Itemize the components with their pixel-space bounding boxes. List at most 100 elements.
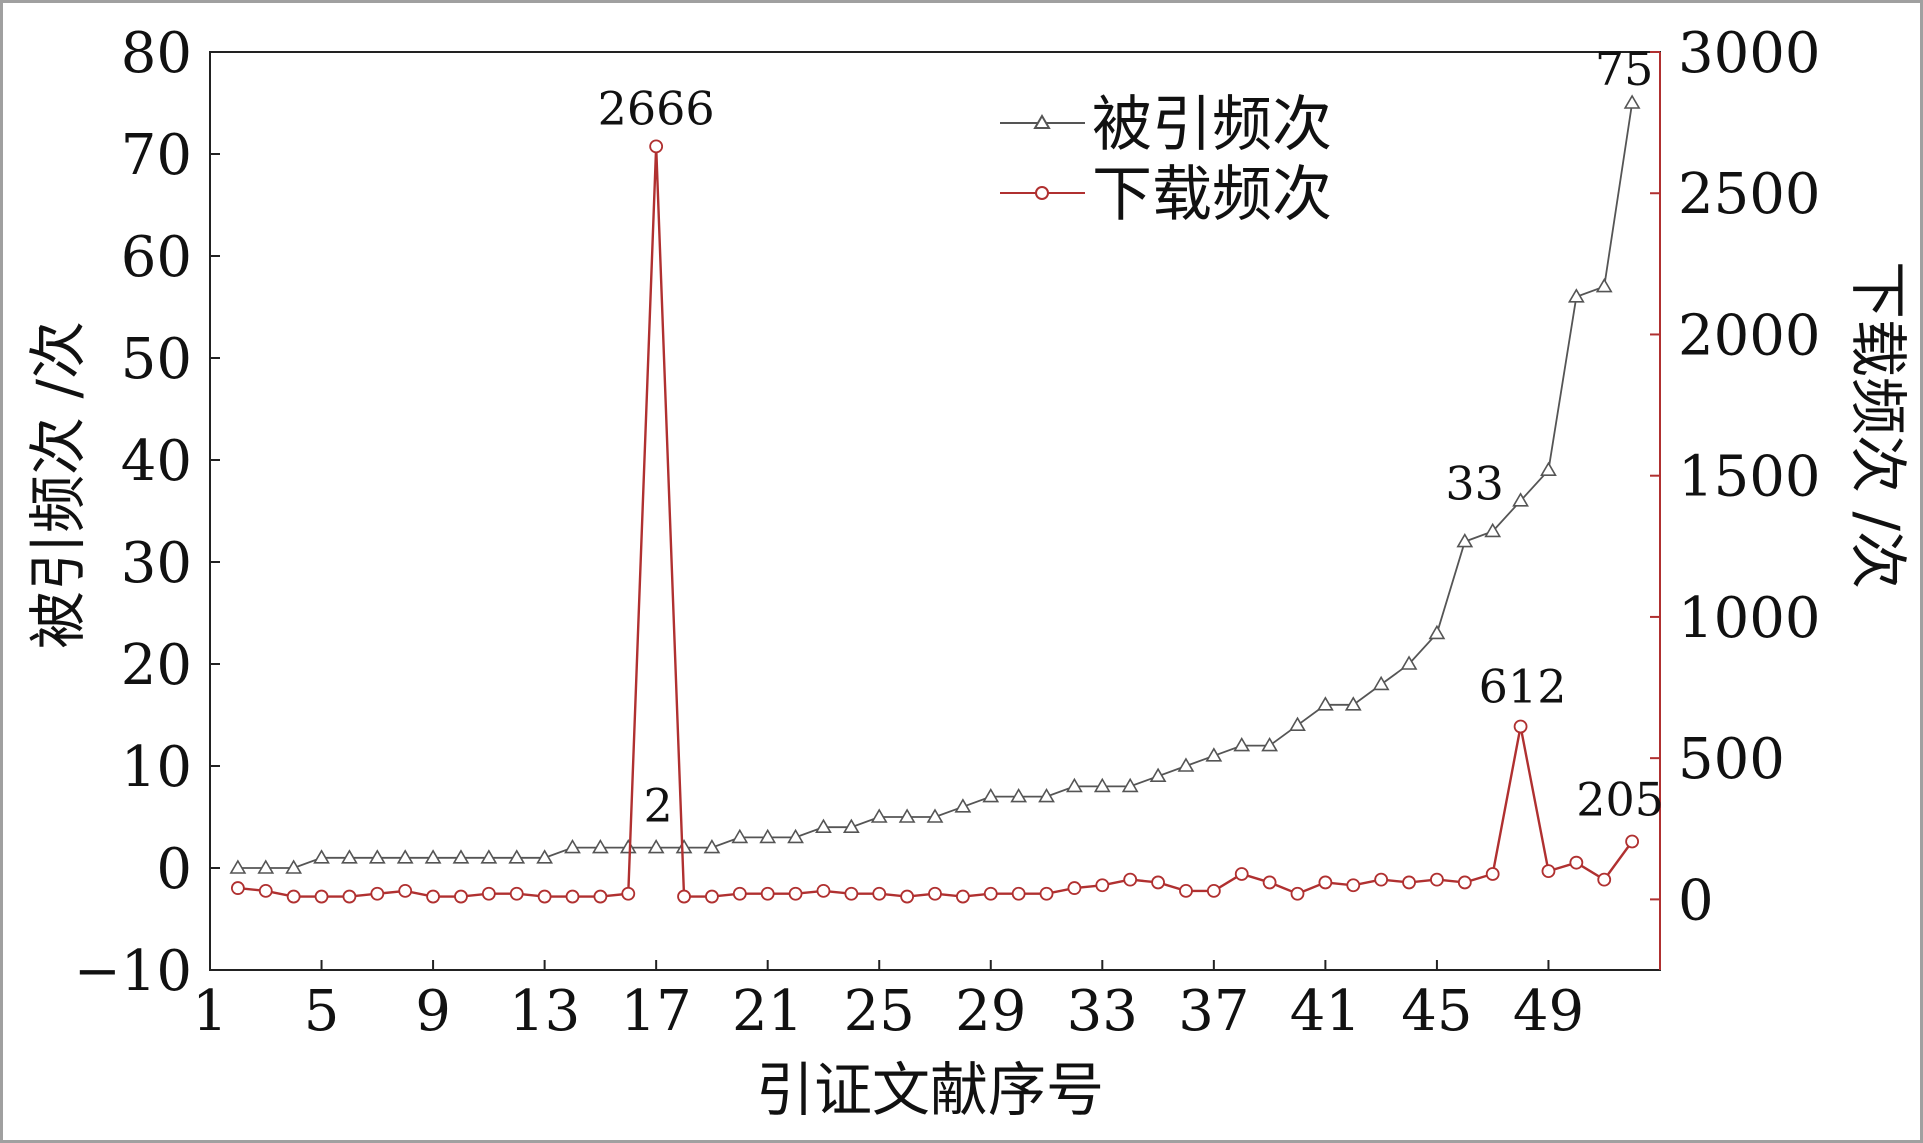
data-point-triangle xyxy=(1093,777,1111,793)
x-tick-label: 5 xyxy=(304,979,340,1044)
right-y-tick-label: 1500 xyxy=(1678,445,1821,510)
data-point-circle xyxy=(1513,719,1528,734)
data-point-triangle xyxy=(787,828,804,844)
data-point-circle xyxy=(1179,884,1193,898)
data-point-triangle xyxy=(424,849,442,864)
series-layer xyxy=(229,94,1641,904)
data-point-triangle xyxy=(1456,533,1474,548)
data-point-triangle xyxy=(508,849,526,864)
data-point-triangle xyxy=(1289,716,1306,732)
data-point-circle xyxy=(454,889,468,904)
data-point-circle xyxy=(230,881,245,895)
data-point-triangle xyxy=(285,859,303,874)
left-y-tick-label: 50 xyxy=(121,327,192,392)
data-point-circle xyxy=(1067,881,1082,895)
data-point-circle xyxy=(481,886,496,901)
data-point-circle xyxy=(1234,867,1249,881)
left-y-tick-label: 70 xyxy=(121,123,192,188)
data-point-circle xyxy=(1262,875,1277,890)
data-point-circle xyxy=(286,889,301,904)
data-point-triangle xyxy=(759,828,777,844)
left-y-tick-label: 60 xyxy=(121,225,192,290)
data-point-circle xyxy=(1206,884,1221,898)
data-point-triangle xyxy=(898,808,916,823)
left-y-axis-title: 被引频次 /次 xyxy=(24,321,92,649)
data-point-triangle xyxy=(1205,747,1223,762)
data-point-triangle xyxy=(1233,737,1251,752)
data-point-circle xyxy=(1095,878,1110,893)
data-point-triangle xyxy=(257,859,275,874)
right-y-tick-label: 2500 xyxy=(1678,162,1821,227)
data-point-triangle xyxy=(703,839,721,854)
x-tick-label: 29 xyxy=(955,979,1026,1044)
data-point-triangle xyxy=(1595,278,1613,293)
data-point-triangle xyxy=(619,839,637,854)
data-point-circle xyxy=(705,889,719,904)
data-point-triangle xyxy=(368,849,386,864)
data-point-circle xyxy=(426,889,440,904)
data-point-triangle xyxy=(564,839,581,854)
data-point-triangle xyxy=(452,849,470,864)
data-point-triangle xyxy=(1372,675,1390,691)
x-tick-label: 9 xyxy=(415,979,451,1044)
x-tick-label: 45 xyxy=(1401,979,1472,1044)
x-axis-title: 引证文献序号 xyxy=(756,1056,1104,1124)
data-point-triangle xyxy=(1623,94,1641,109)
data-label: 75 xyxy=(1595,42,1654,96)
right-y-tick-label: 500 xyxy=(1678,727,1785,792)
data-point-triangle xyxy=(1149,767,1167,783)
x-tick-label: 37 xyxy=(1178,979,1249,1044)
data-point-triangle xyxy=(1400,655,1418,670)
data-point-circle xyxy=(1318,875,1333,890)
data-point-triangle xyxy=(926,808,944,823)
right-y-tick-label: 0 xyxy=(1678,868,1714,933)
data-point-circle xyxy=(1039,886,1054,901)
data-point-triangle xyxy=(313,849,330,864)
left-y-tick-label: 40 xyxy=(121,429,192,494)
data-point-circle xyxy=(649,139,664,154)
x-tick-label: 13 xyxy=(509,979,580,1044)
data-point-circle xyxy=(1374,872,1389,887)
data-point-circle xyxy=(1011,886,1026,901)
data-point-circle xyxy=(900,889,915,904)
data-point-triangle xyxy=(815,818,832,834)
data-point-circle xyxy=(1569,855,1584,870)
data-point-triangle xyxy=(1512,492,1529,507)
data-point-triangle xyxy=(982,788,1000,803)
left-y-tick-label: 0 xyxy=(156,837,192,902)
data-point-circle xyxy=(509,886,524,901)
left-y-tick-label: 80 xyxy=(121,21,192,86)
data-point-circle xyxy=(258,884,273,898)
data-point-triangle xyxy=(1038,788,1055,803)
x-tick-label: 49 xyxy=(1513,979,1584,1044)
data-point-circle xyxy=(983,886,998,901)
x-tick-label: 17 xyxy=(621,979,692,1044)
left-y-tick-label: 30 xyxy=(121,531,192,596)
legend: 被引频次 下载频次 xyxy=(1000,90,1332,230)
x-axis: 1 5 9 13 17 21 25 29 33 37 41 45 49 xyxy=(192,960,1584,1044)
data-point-circle xyxy=(1402,875,1416,890)
data-point-triangle xyxy=(1121,777,1139,793)
data-point-circle xyxy=(621,886,636,901)
data-point-triangle xyxy=(396,849,414,864)
series-line xyxy=(237,102,1634,869)
data-point-triangle xyxy=(1316,696,1334,711)
data-point-circle xyxy=(928,886,942,901)
legend-marker-citations xyxy=(1033,114,1051,129)
data-point-triangle xyxy=(1177,757,1195,772)
data-point-circle xyxy=(844,886,859,901)
right-y-tick-label: 1000 xyxy=(1678,586,1821,651)
data-point-triangle xyxy=(675,839,693,854)
data-point-circle xyxy=(732,886,747,901)
data-point-triangle xyxy=(1010,788,1028,803)
legend-marker-downloads xyxy=(1035,186,1049,200)
series-citations xyxy=(229,94,1641,874)
data-point-triangle xyxy=(842,818,860,834)
right-y-axis: 3000 2500 2000 1500 1000 500 0 xyxy=(1650,21,1821,933)
data-point-triangle xyxy=(591,839,609,854)
data-point-circle xyxy=(1123,872,1138,887)
plot-area xyxy=(209,51,1661,971)
data-point-triangle xyxy=(1484,522,1502,538)
data-point-circle xyxy=(1625,834,1640,849)
